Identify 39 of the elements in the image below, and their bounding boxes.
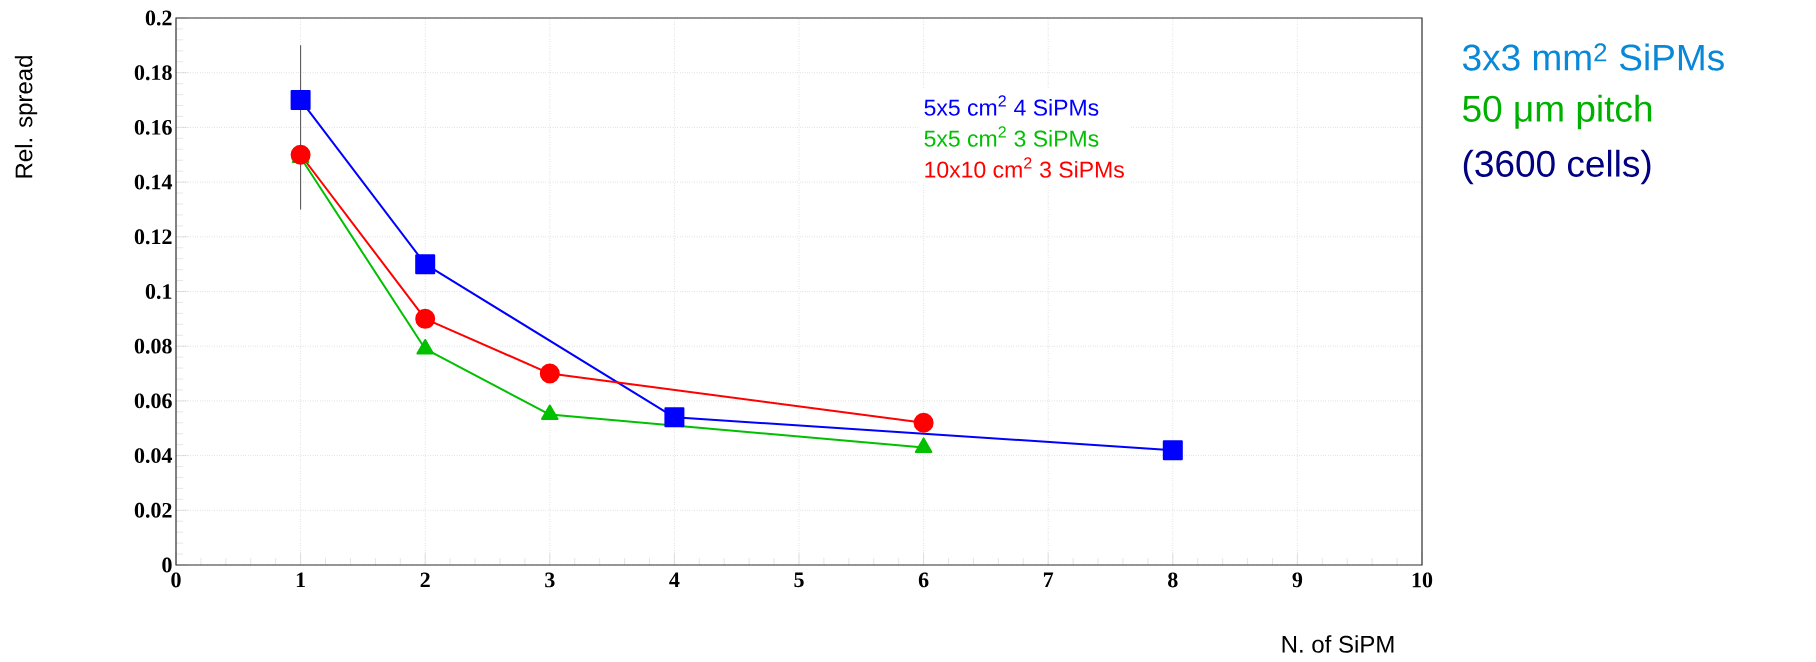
y-tick-label: 0.08 [134,338,172,354]
y-tick-label: 0.12 [134,229,172,245]
x-tick-label: 4 [669,572,680,588]
x-tick-label: 3 [545,572,555,588]
point [541,404,559,421]
y-tick-label: 0.18 [134,65,172,81]
text: 10x10 cm$^{2}$ 3 SiPMs [925,157,1124,178]
x-tick-label: 6 [918,572,929,588]
y-tick-label: 0.1 [145,284,172,299]
x-tick-label: 1 [296,572,305,588]
point [664,407,685,428]
point [415,308,436,329]
y-axis-title: Rel. spread [14,56,38,178]
y-tick-label: 0.2 [145,10,172,26]
text: 5x5 cm$^{2}$ 3 SiPMs [924,126,1099,147]
x-axis-title: N. of SiPM [1282,635,1394,653]
text: 5x5 cm$^{2}$ 4 SiPMs [924,95,1099,116]
point [415,254,436,275]
x-tick-label: 2 [420,572,430,588]
point [539,363,560,384]
point [1162,440,1183,461]
text: 50 μm pitch [1463,94,1652,130]
x-tick-label: 8 [1168,572,1178,588]
point [290,90,311,111]
x-tick-label: 9 [1292,572,1303,588]
y-tick-label: 0.04 [134,448,173,464]
point [416,338,434,355]
x-tick-label: 7 [1043,572,1054,587]
y-tick-label: 0 [162,557,172,573]
y-tick-label: 0.06 [134,393,172,409]
y-tick-label: 0.16 [134,119,172,135]
x-tick-label: 5 [794,572,804,588]
point [913,412,934,433]
y-tick-label: 0.14 [134,174,173,190]
text: (3600 cells) [1463,149,1651,185]
text: 3x3 mm$^{2}$ SiPMs [1462,43,1724,71]
x-tick-label: 10 [1412,572,1433,588]
y-tick-label: 0.02 [134,502,172,518]
point [914,437,933,453]
